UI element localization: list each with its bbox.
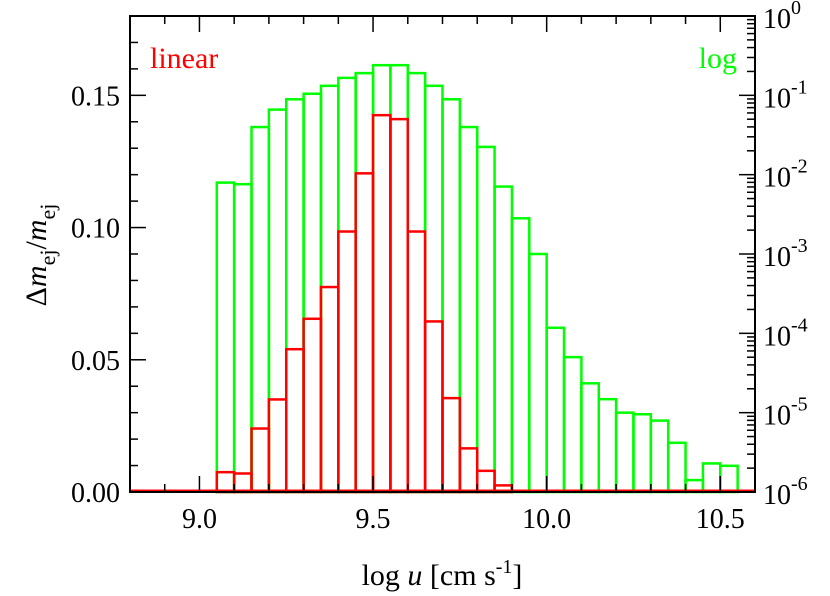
y-left-tick-label: 0.05: [71, 346, 120, 377]
bar-linear: [250, 427, 271, 494]
tick-layer: 9.0 9.5 10.0 10.5 0.00 0.05 0.10 0.15 100 10-1 10-…: [71, 0, 808, 535]
bar-log: [389, 63, 410, 494]
bar-log: [267, 108, 288, 494]
bar-log: [719, 464, 739, 494]
bar-linear: [285, 347, 305, 494]
bar-log: [649, 419, 670, 494]
bar-log: [458, 125, 479, 494]
y-axis-title-left: Δmej/mej: [20, 204, 60, 307]
bar-log: [666, 441, 687, 494]
bar-log: [423, 84, 444, 494]
bar-log: [510, 217, 531, 494]
plot-layer: [130, 63, 755, 494]
y-left-tick-label: 0.10: [71, 214, 120, 245]
bar-linear: [423, 320, 444, 494]
bar-log: [545, 326, 566, 494]
bar-linear: [458, 447, 479, 494]
bar-linear: [354, 172, 375, 494]
bar-linear: [371, 113, 392, 494]
bar-log: [337, 76, 357, 494]
bar-linear: [475, 469, 496, 494]
bar-linear: [319, 285, 340, 494]
x-tick-label: 10.5: [696, 504, 745, 535]
bar-log: [285, 98, 305, 494]
bar-log: [475, 145, 496, 494]
bar-log: [354, 71, 375, 494]
bar-log: [528, 252, 548, 494]
bar-log: [441, 98, 462, 494]
bar-log: [371, 63, 392, 494]
bar-log: [632, 413, 653, 494]
bar-linear: [232, 472, 253, 494]
bar-linear: [337, 230, 357, 494]
plot-frame: [129, 15, 756, 493]
x-tick-label: 9.0: [182, 504, 217, 535]
bar-log: [406, 71, 427, 494]
legend-linear: linear: [150, 42, 218, 75]
bar-log: [701, 462, 722, 494]
y-left-tick-label: 0.00: [71, 478, 120, 509]
y-right-tick-label: 100: [763, 0, 801, 35]
legend-log: log: [699, 42, 737, 75]
bar-linear: [441, 396, 462, 494]
y-right-tick-label: 10-6: [763, 473, 808, 511]
bar-log: [302, 92, 323, 494]
bar-linear: [302, 317, 323, 494]
bar-log: [562, 355, 583, 494]
bar-log: [250, 125, 271, 494]
bar-log: [614, 411, 635, 494]
bar-linear: [406, 230, 427, 494]
x-tick-label: 10.0: [522, 504, 571, 535]
bar-linear: [389, 117, 410, 494]
y-right-tick-label: 10-1: [763, 76, 808, 114]
y-right-tick-label: 10-5: [763, 394, 808, 432]
y-right-tick-label: 10-3: [763, 235, 808, 273]
y-right-tick-label: 10-2: [763, 156, 808, 194]
bar-log: [493, 185, 514, 494]
bar-linear: [267, 398, 288, 494]
bar-log: [232, 182, 253, 494]
bar-log: [580, 382, 601, 494]
y-left-tick-label: 0.15: [71, 81, 120, 112]
bar-linear: [215, 470, 236, 494]
bar-log: [319, 84, 340, 494]
y-right-tick-label: 10-4: [763, 314, 808, 352]
x-tick-label: 9.5: [356, 504, 391, 535]
bar-log: [597, 397, 618, 494]
x-axis-title: log u [cm s-1]: [362, 556, 523, 592]
bar-log: [215, 181, 236, 494]
